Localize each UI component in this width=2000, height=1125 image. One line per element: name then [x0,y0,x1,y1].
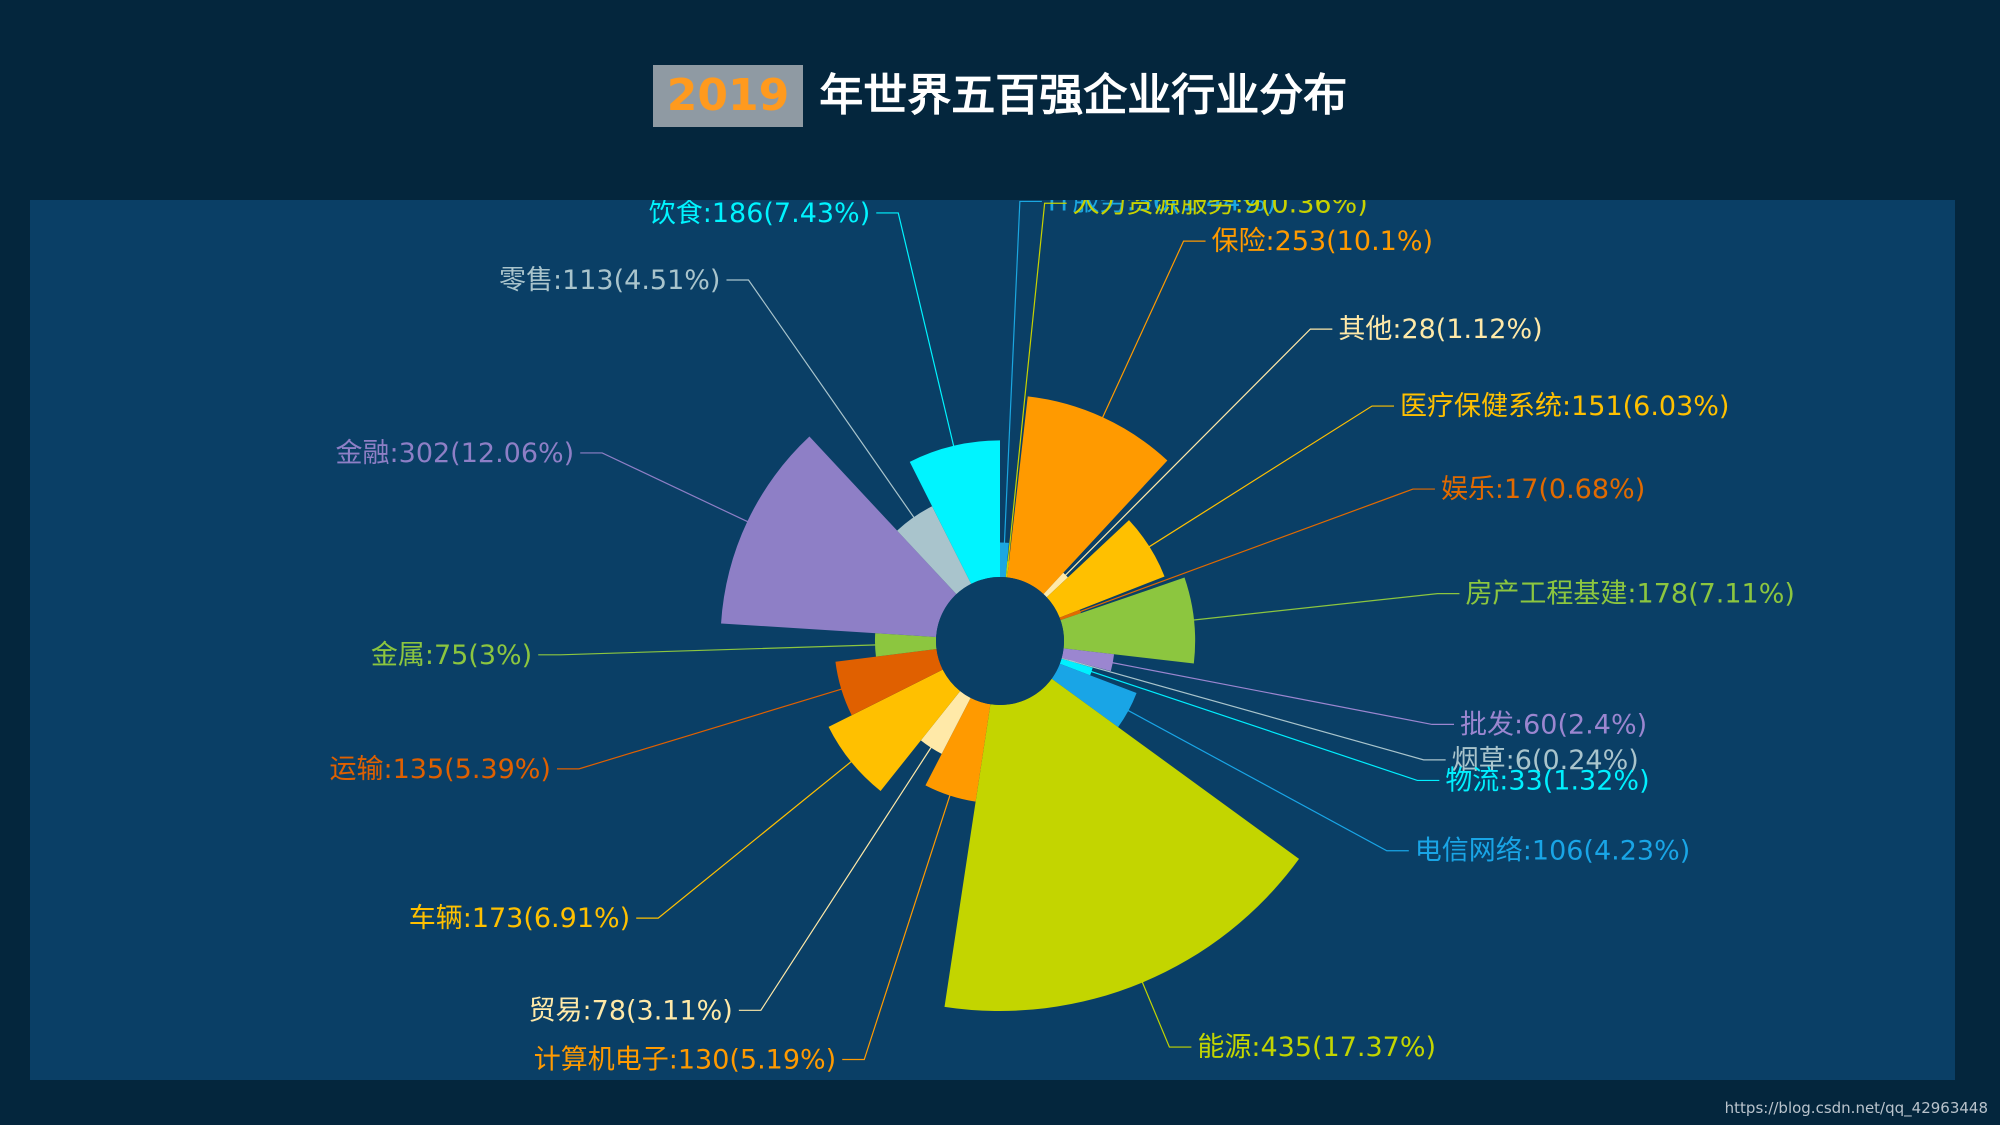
slice-房产工程基建[interactable] [1060,577,1196,664]
slice-零售[interactable] [897,506,972,595]
leader-line-运输 [556,686,848,770]
slice-能源[interactable] [944,678,1300,1012]
leader-line-IT服务 [1003,200,1042,549]
slice-金属[interactable] [874,633,937,657]
leader-line-零售 [726,279,918,523]
leader-line-计算机电子 [842,789,953,1061]
slice-labels: IT服务:36(1.44%)人力资源服务:9(0.36%) 保险:253(10.1… [330,200,1795,1076]
chart-panel: IT服务:36(1.44%) 人力资源服务:9(0.36%) 保险:253(10.1… [30,200,1955,1080]
slice-医疗保健系统[interactable] [1046,520,1165,618]
center-hole [936,577,1064,705]
leader-line-车辆 [636,757,857,919]
leader-line-批发 [1106,661,1455,726]
leader-line-娱乐 [1074,488,1435,615]
label-批发: 批发:60(2.4%) [1460,709,1647,740]
leader-line-保险 [1099,240,1206,423]
slice-物流[interactable] [1059,658,1093,676]
title-year: 2019 [652,65,804,127]
label-能源: 能源:435(17.37%) [1197,1032,1436,1063]
label-金属: 金属:75(3%) [371,640,532,671]
leader-line-医疗保健系统 [1144,405,1395,551]
label-烟草: 烟草:6(0.24%) [1452,745,1639,776]
label-医疗保健系统: 医疗保健系统:151(6.03%) [1400,391,1729,422]
label-车辆: 车辆:173(6.91%) [409,903,630,934]
slice-电信网络[interactable] [1051,663,1137,728]
label-保险: 保险:253(10.1%) [1212,226,1433,257]
leader-line-能源 [1139,976,1192,1048]
leader-line-贸易 [738,742,935,1011]
slice-运输[interactable] [835,649,943,716]
watermark: https://blog.csdn.net/qq_42963448 [1724,1099,1988,1117]
leader-line-烟草 [1069,659,1446,761]
label-计算机电子: 计算机电子:130(5.19%) [534,1045,836,1076]
leader-line-人力资源服务 [1006,202,1067,568]
leader-line-金融 [580,452,753,525]
rose-chart: IT服务:36(1.44%)人力资源服务:9(0.36%) 保险:253(10.1… [330,200,1795,1076]
slice-娱乐[interactable] [1059,609,1081,621]
slice-批发[interactable] [1061,648,1115,672]
label-物流: 物流:33(1.32%) [1445,765,1649,796]
label-运输: 运输:135(5.39%) [330,754,551,785]
slice-计算机电子[interactable] [925,697,991,802]
title-text: 年世界五百强企业行业分布 [819,70,1348,121]
slice-金融[interactable] [721,436,957,637]
label-房产工程基建: 房产工程基建:178(7.11%) [1465,579,1794,610]
leader-line-饮食 [876,212,956,452]
label-电信网络: 电信网络:106(4.23%) [1415,836,1690,867]
leader-line-房产工程基建 [1187,593,1460,622]
chart-title: 2019 年世界五百强企业行业分布 [0,56,2000,136]
label-饮食: 饮食:186(7.43%) [649,200,870,229]
slice-车辆[interactable] [828,669,961,791]
label-娱乐: 娱乐:17(0.68%) [1441,474,1645,505]
leader-line-其他 [1060,328,1333,580]
label-金融: 金融:302(12.06%) [336,438,575,469]
label-IT服务: IT服务:36(1.44%) [1048,200,1277,217]
label-其他: 其他:28(1.12%) [1338,314,1542,345]
slice-饮食[interactable] [909,440,1000,584]
label-贸易: 贸易:78(3.11%) [529,995,733,1026]
leader-line-物流 [1085,669,1440,782]
slice-IT服务[interactable] [1000,542,1009,578]
slice-贸易[interactable] [920,691,971,754]
label-零售: 零售:113(4.51%) [499,265,720,296]
slices [721,396,1300,1012]
slice-保险[interactable] [1007,396,1168,595]
label-人力资源服务: 人力资源服务:9(0.36%) [1073,200,1368,219]
leader-line-电信网络 [1122,707,1409,852]
leader-line-金属 [538,644,882,656]
